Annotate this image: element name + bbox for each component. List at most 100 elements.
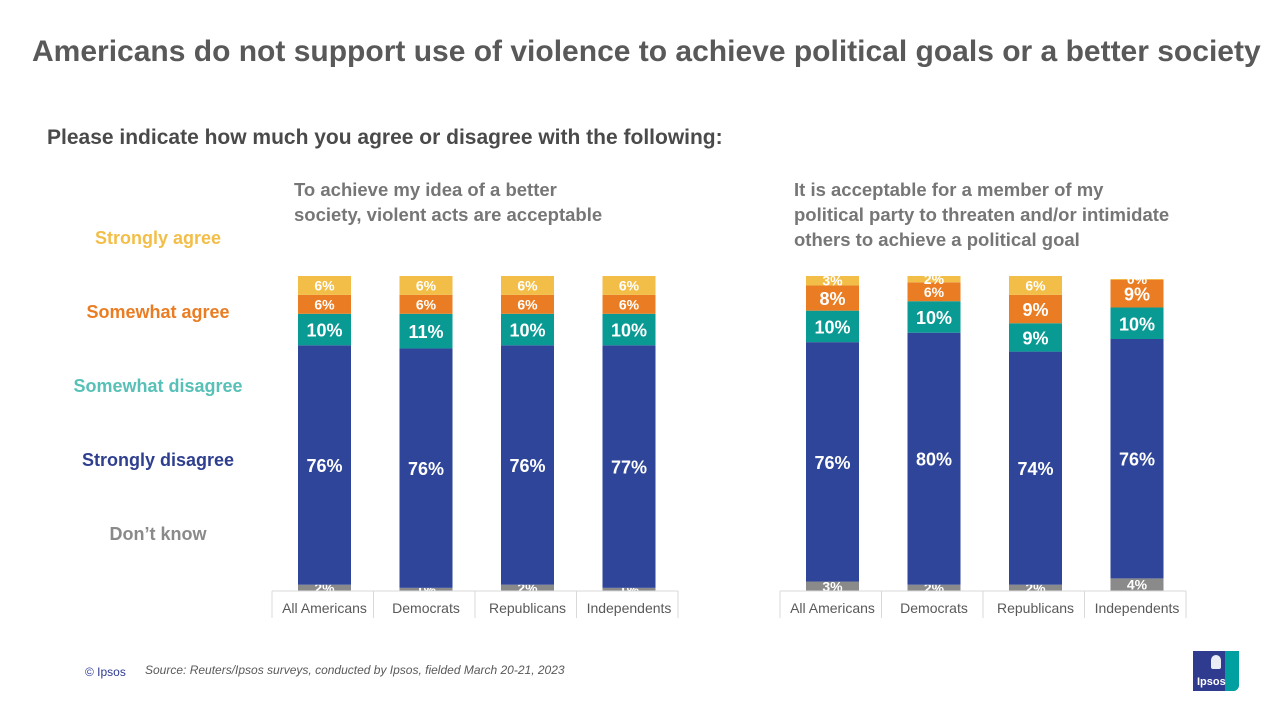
data-label: 77% bbox=[611, 458, 647, 478]
bar-segment-strongly-agree bbox=[298, 276, 351, 295]
data-label: 10% bbox=[1119, 314, 1155, 334]
data-label: 3% bbox=[822, 578, 843, 594]
survey-question: Please indicate how much you agree or di… bbox=[47, 126, 723, 149]
x-tick-label: All Americans bbox=[282, 600, 367, 616]
bar-segment-somewhat-disagree bbox=[501, 313, 554, 346]
bar-segment-somewhat-agree bbox=[806, 285, 859, 311]
data-label: 9% bbox=[1022, 328, 1048, 348]
x-tick-label: Democrats bbox=[392, 600, 460, 616]
data-label: 10% bbox=[509, 321, 545, 341]
data-label: 80% bbox=[916, 450, 952, 470]
bar-segment-strongly-agree bbox=[1009, 276, 1062, 295]
bar-segment-strongly-agree bbox=[602, 276, 656, 295]
x-tick-label: Independents bbox=[1095, 600, 1180, 616]
x-tick-label: Democrats bbox=[900, 600, 968, 616]
bar-segment-don-t-know bbox=[399, 587, 453, 591]
legend-somewhat-disagree: Somewhat disagree bbox=[73, 376, 243, 396]
legend-strongly-disagree: Strongly disagree bbox=[81, 450, 235, 470]
bar-segment-strongly-disagree bbox=[602, 345, 656, 588]
bar-segment-strongly-agree bbox=[806, 276, 859, 286]
data-label: 6% bbox=[924, 284, 945, 300]
bar-segment-somewhat-disagree bbox=[602, 313, 656, 346]
chart-2-title-line: It is acceptable for a member of my bbox=[794, 179, 1104, 200]
x-tick-label: Republicans bbox=[997, 600, 1074, 616]
legend-dont-know: Don’t know bbox=[109, 524, 207, 544]
data-label: 10% bbox=[306, 321, 342, 341]
bar-segment-strongly-agree bbox=[501, 276, 554, 295]
bar-segment-somewhat-disagree bbox=[1110, 307, 1164, 339]
data-label: 10% bbox=[814, 317, 850, 337]
x-tick-label: Republicans bbox=[489, 600, 566, 616]
bar-segment-strongly-disagree bbox=[907, 332, 961, 585]
bar-segment-somewhat-agree bbox=[602, 294, 656, 314]
data-label: 6% bbox=[1025, 277, 1046, 293]
data-label: 10% bbox=[916, 308, 952, 328]
bar-segment-don-t-know bbox=[602, 587, 656, 591]
bar-segment-somewhat-agree bbox=[399, 294, 453, 314]
data-label: 6% bbox=[517, 296, 538, 312]
chart-2-title: It is acceptable for a member of my poli… bbox=[794, 177, 1169, 252]
bar-segment-don-t-know bbox=[1110, 578, 1164, 591]
data-label: 76% bbox=[408, 459, 444, 479]
bar-segment-strongly-agree bbox=[1110, 279, 1164, 280]
bar-segment-somewhat-agree bbox=[1110, 279, 1164, 308]
data-label: 10% bbox=[611, 321, 647, 341]
chart-1-title: To achieve my idea of a better society, … bbox=[294, 177, 602, 227]
data-label: 2% bbox=[924, 271, 945, 287]
data-label: 0% bbox=[1127, 271, 1148, 287]
chart-1-title-line: society, violent acts are acceptable bbox=[294, 204, 603, 225]
chart-2-title-line: political party to threaten and/or intim… bbox=[794, 204, 1170, 225]
data-label: 76% bbox=[509, 456, 545, 476]
data-label: 74% bbox=[1017, 459, 1053, 479]
data-label: 6% bbox=[314, 296, 335, 312]
bar-segment-somewhat-agree bbox=[501, 294, 554, 314]
bar-segment-strongly-agree bbox=[907, 276, 961, 283]
bar-segment-somewhat-disagree bbox=[806, 310, 859, 343]
bar-segment-don-t-know bbox=[1009, 584, 1062, 591]
data-label: 11% bbox=[408, 322, 443, 342]
bar-segment-strongly-agree bbox=[399, 276, 453, 295]
x-tick-label: Independents bbox=[587, 600, 672, 616]
ipsos-logo: Ipsos bbox=[1193, 651, 1239, 691]
logo-accent-shape bbox=[1225, 651, 1239, 691]
bar-segment-somewhat-agree bbox=[1009, 294, 1062, 324]
data-label: 6% bbox=[619, 296, 640, 312]
x-tick-label: All Americans bbox=[790, 600, 875, 616]
bar-segment-strongly-disagree bbox=[298, 345, 351, 585]
data-label: 9% bbox=[1022, 300, 1048, 320]
chart-2-title-line: others to achieve a political goal bbox=[794, 229, 1080, 250]
data-label: 6% bbox=[416, 296, 437, 312]
data-label: 6% bbox=[517, 277, 538, 293]
bar-segment-somewhat-disagree bbox=[298, 313, 351, 346]
bar-segment-somewhat-agree bbox=[907, 282, 961, 302]
logo-mark-icon bbox=[1211, 655, 1221, 669]
bar-segment-don-t-know bbox=[298, 584, 351, 591]
data-label: 6% bbox=[619, 277, 640, 293]
legend-strongly-agree: Strongly agree bbox=[94, 228, 222, 248]
bar-segment-don-t-know bbox=[501, 584, 554, 591]
chart-1-title-line: To achieve my idea of a better bbox=[294, 179, 557, 200]
data-label: 76% bbox=[1119, 450, 1155, 470]
data-label: 8% bbox=[819, 289, 845, 309]
bar-segment-don-t-know bbox=[806, 581, 859, 591]
bar-segment-somewhat-disagree bbox=[907, 301, 961, 333]
data-label: 6% bbox=[416, 277, 437, 293]
data-label: 6% bbox=[314, 277, 335, 293]
logo-text: Ipsos bbox=[1197, 676, 1226, 688]
data-label: 76% bbox=[306, 456, 342, 476]
bar-segment-strongly-disagree bbox=[1009, 351, 1062, 585]
bar-segment-strongly-disagree bbox=[806, 342, 859, 582]
data-label: 4% bbox=[1127, 577, 1148, 593]
legend-somewhat-agree: Somewhat agree bbox=[86, 302, 230, 322]
bar-segment-don-t-know bbox=[907, 584, 961, 591]
data-label: 76% bbox=[814, 453, 850, 473]
data-label: 9% bbox=[1124, 284, 1150, 304]
bar-segment-strongly-disagree bbox=[399, 348, 453, 588]
bar-segment-somewhat-agree bbox=[298, 294, 351, 314]
slide-title: Americans do not support use of violence… bbox=[32, 35, 1261, 68]
copyright-notice: © Ipsos bbox=[85, 665, 126, 679]
bar-segment-strongly-disagree bbox=[1110, 339, 1164, 579]
bar-segment-strongly-disagree bbox=[501, 345, 554, 585]
data-label: 3% bbox=[822, 273, 843, 289]
